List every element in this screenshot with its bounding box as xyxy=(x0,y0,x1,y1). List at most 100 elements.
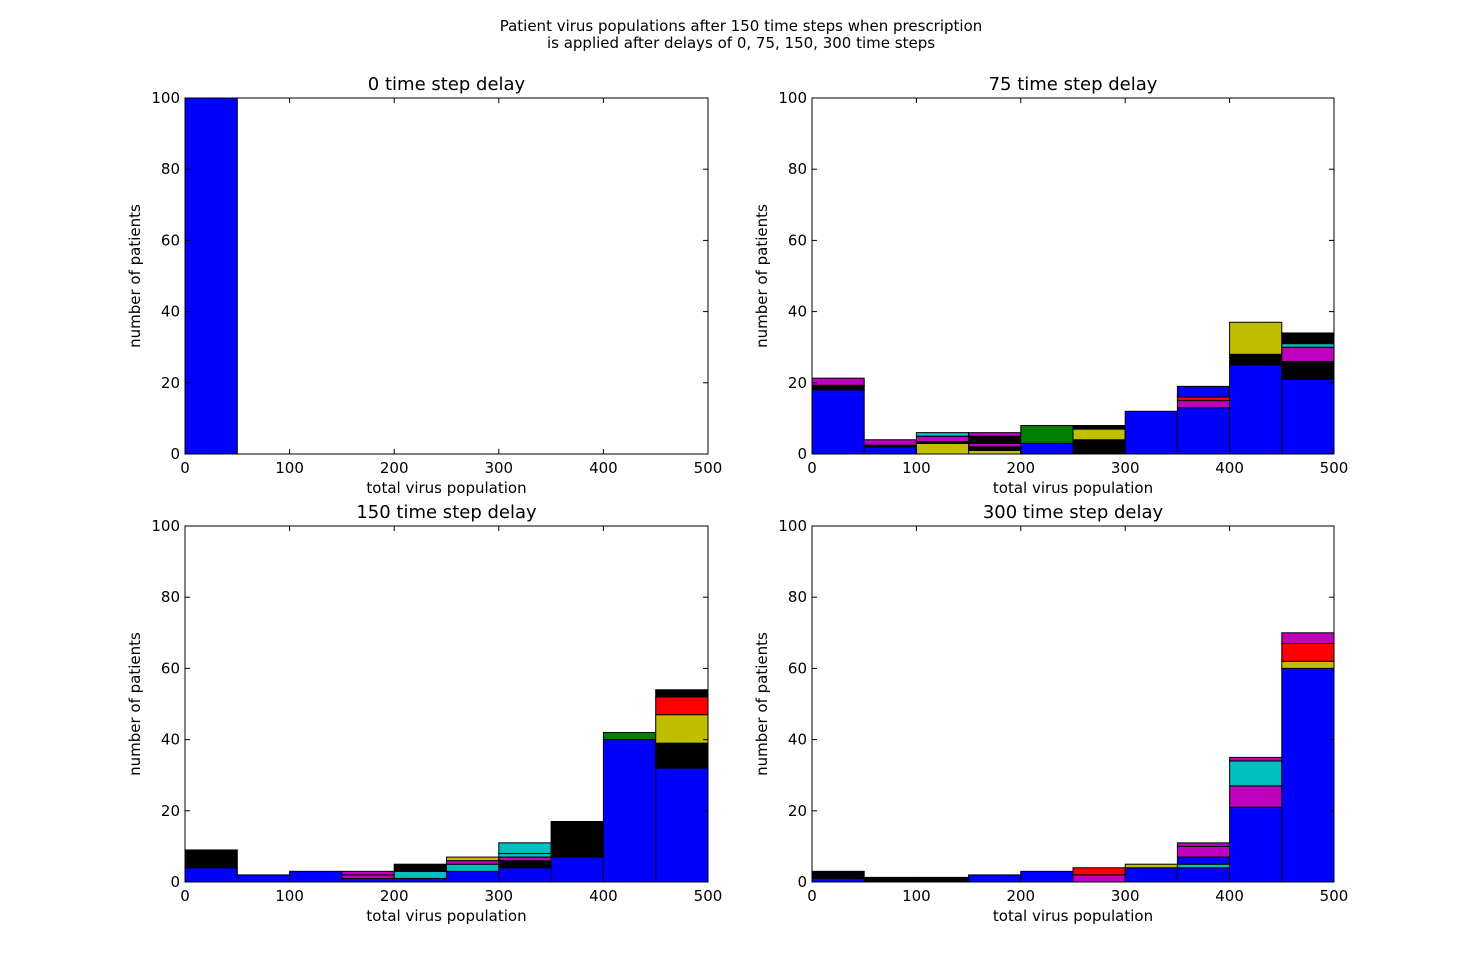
chart-panel-2: 0 100 200 300 400 500 0 20 40 60 80 100 75 time step… xyxy=(753,74,1348,497)
bar-segment-3-bin-04-0 xyxy=(393,877,448,883)
bar-segment-4-bin-03-0 xyxy=(968,874,1022,883)
bar-segment-4-bin-02-1 xyxy=(915,876,970,882)
bar-segment-2-bin-08-1 xyxy=(1229,353,1283,366)
x-axis-label: total virus population xyxy=(366,907,526,925)
bar-segment-3-bin-08-1 xyxy=(602,731,657,741)
bar-segment-2-bin-00-0 xyxy=(811,389,865,455)
bar-segment-1-bin-00-0 xyxy=(184,97,238,455)
bar-segment-3-bin-07-1 xyxy=(550,820,604,858)
x-tick-label: 400 xyxy=(589,459,618,477)
x-tick-label: 100 xyxy=(275,459,304,477)
bar-segment-4-bin-06-1 xyxy=(1124,863,1178,869)
bar-segment-3-bin-06-3 xyxy=(498,853,552,858)
bar-segment-2-bin-09-1 xyxy=(1281,360,1335,380)
bar-segment-2-bin-03-2 xyxy=(968,442,1022,448)
axes-frame xyxy=(184,525,709,883)
axes-frame xyxy=(184,97,709,455)
bar-segment-2-bin-09-0 xyxy=(1281,378,1335,455)
y-tick-label: 20 xyxy=(788,374,807,392)
y-tick-label: 0 xyxy=(797,873,807,891)
x-tick-label: 200 xyxy=(1006,459,1035,477)
bar-segment-3-bin-08-0 xyxy=(602,739,657,883)
bar-segment-2-bin-09-2 xyxy=(1281,346,1335,362)
y-tick-label: 100 xyxy=(778,517,807,535)
bar-segment-2-bin-00-1 xyxy=(811,385,865,391)
y-tick-label: 40 xyxy=(788,303,807,321)
bar-segment-4-bin-07-2 xyxy=(1176,856,1231,865)
bar-segment-4-bin-01-1 xyxy=(863,876,917,882)
bar-segment-4-bin-07-1 xyxy=(1176,863,1231,869)
bar-segment-2-bin-08-2 xyxy=(1229,321,1283,355)
bar-segment-3-bin-00-1 xyxy=(184,849,238,869)
x-tick-label: 500 xyxy=(694,459,723,477)
x-tick-label: 400 xyxy=(1215,887,1244,905)
y-tick-label: 60 xyxy=(788,659,807,677)
x-tick-label: 400 xyxy=(589,887,618,905)
bar-segment-2-bin-05-1 xyxy=(1072,428,1126,441)
bar-segment-3-bin-05-2 xyxy=(446,860,500,865)
bar-segment-2-bin-02-2 xyxy=(915,435,970,443)
bar-segment-4-bin-06-0 xyxy=(1124,867,1178,883)
y-axis-label: number of patients xyxy=(126,632,144,776)
bar-segment-2-bin-02-0 xyxy=(915,442,970,455)
y-axis-label: number of patients xyxy=(126,204,144,348)
bar-segment-4-bin-09-0 xyxy=(1281,667,1335,883)
y-tick-label: 40 xyxy=(161,303,180,321)
bar-segment-4-bin-08-2 xyxy=(1229,760,1283,787)
bar-segment-2-bin-07-1 xyxy=(1176,400,1231,409)
x-tick-label: 100 xyxy=(275,887,304,905)
bar-segment-2-bin-07-3 xyxy=(1176,385,1231,398)
bar-segment-3-bin-07-0 xyxy=(550,856,604,883)
y-tick-label: 80 xyxy=(161,160,180,178)
x-axis-label: total virus population xyxy=(993,907,1153,925)
bar-segment-3-bin-01-0 xyxy=(236,874,291,883)
bar-segment-3-bin-03-0 xyxy=(341,877,395,883)
x-tick-label: 300 xyxy=(1111,459,1140,477)
bar-segment-2-bin-06-0 xyxy=(1124,410,1178,455)
chart-title: 0 time step delay xyxy=(368,74,526,95)
x-tick-label: 500 xyxy=(694,887,723,905)
y-tick-label: 80 xyxy=(161,588,180,606)
x-tick-label: 500 xyxy=(1320,887,1349,905)
bar-segment-3-bin-03-1 xyxy=(341,874,395,879)
x-tick-label: 200 xyxy=(380,459,409,477)
y-tick-label: 40 xyxy=(788,731,807,749)
x-tick-label: 300 xyxy=(1111,887,1140,905)
bar-segment-3-bin-00-0 xyxy=(184,867,238,883)
x-tick-label: 500 xyxy=(1320,459,1349,477)
bar-segment-3-bin-09-3 xyxy=(655,696,709,716)
bar-segment-4-bin-09-2 xyxy=(1281,642,1335,662)
bar-segment-3-bin-03-2 xyxy=(341,870,395,876)
x-tick-label: 300 xyxy=(484,459,513,477)
bar-segment-2-bin-07-0 xyxy=(1176,407,1231,455)
x-tick-label: 0 xyxy=(807,459,817,477)
bar-segment-2-bin-05-0 xyxy=(1072,439,1126,455)
chart-title: 300 time step delay xyxy=(983,502,1164,523)
bar-segment-2-bin-09-3 xyxy=(1281,343,1335,348)
bar-segment-2-bin-04-0 xyxy=(1020,442,1074,455)
bar-segment-4-bin-08-3 xyxy=(1229,756,1283,762)
y-tick-label: 100 xyxy=(778,89,807,107)
bar-segment-3-bin-05-3 xyxy=(446,856,500,862)
x-tick-label: 200 xyxy=(380,887,409,905)
axes-frame xyxy=(811,525,1335,883)
x-tick-label: 100 xyxy=(902,459,931,477)
bar-segment-3-bin-05-1 xyxy=(446,863,500,872)
bar-segment-2-bin-01-0 xyxy=(863,446,917,455)
bar-segment-2-bin-08-0 xyxy=(1229,364,1283,455)
bar-segment-4-bin-00-0 xyxy=(811,877,865,883)
y-axis-label: number of patients xyxy=(753,204,771,348)
bar-segment-3-bin-04-1 xyxy=(393,870,448,879)
bar-segment-4-bin-08-1 xyxy=(1229,785,1283,808)
bar-segment-3-bin-06-4 xyxy=(498,842,552,855)
y-tick-label: 80 xyxy=(788,588,807,606)
bar-segment-4-bin-09-1 xyxy=(1281,660,1335,669)
y-tick-label: 20 xyxy=(788,802,807,820)
x-tick-label: 0 xyxy=(807,887,817,905)
bar-segment-3-bin-09-0 xyxy=(655,767,709,883)
bar-segment-4-bin-05-0 xyxy=(1072,874,1126,883)
chart-panel-3: 0 100 200 300 400 500 0 20 40 60 80 100 150 time ste… xyxy=(126,502,722,925)
chart-title: 150 time step delay xyxy=(356,502,537,523)
bar-segment-3-bin-09-1 xyxy=(655,742,709,769)
